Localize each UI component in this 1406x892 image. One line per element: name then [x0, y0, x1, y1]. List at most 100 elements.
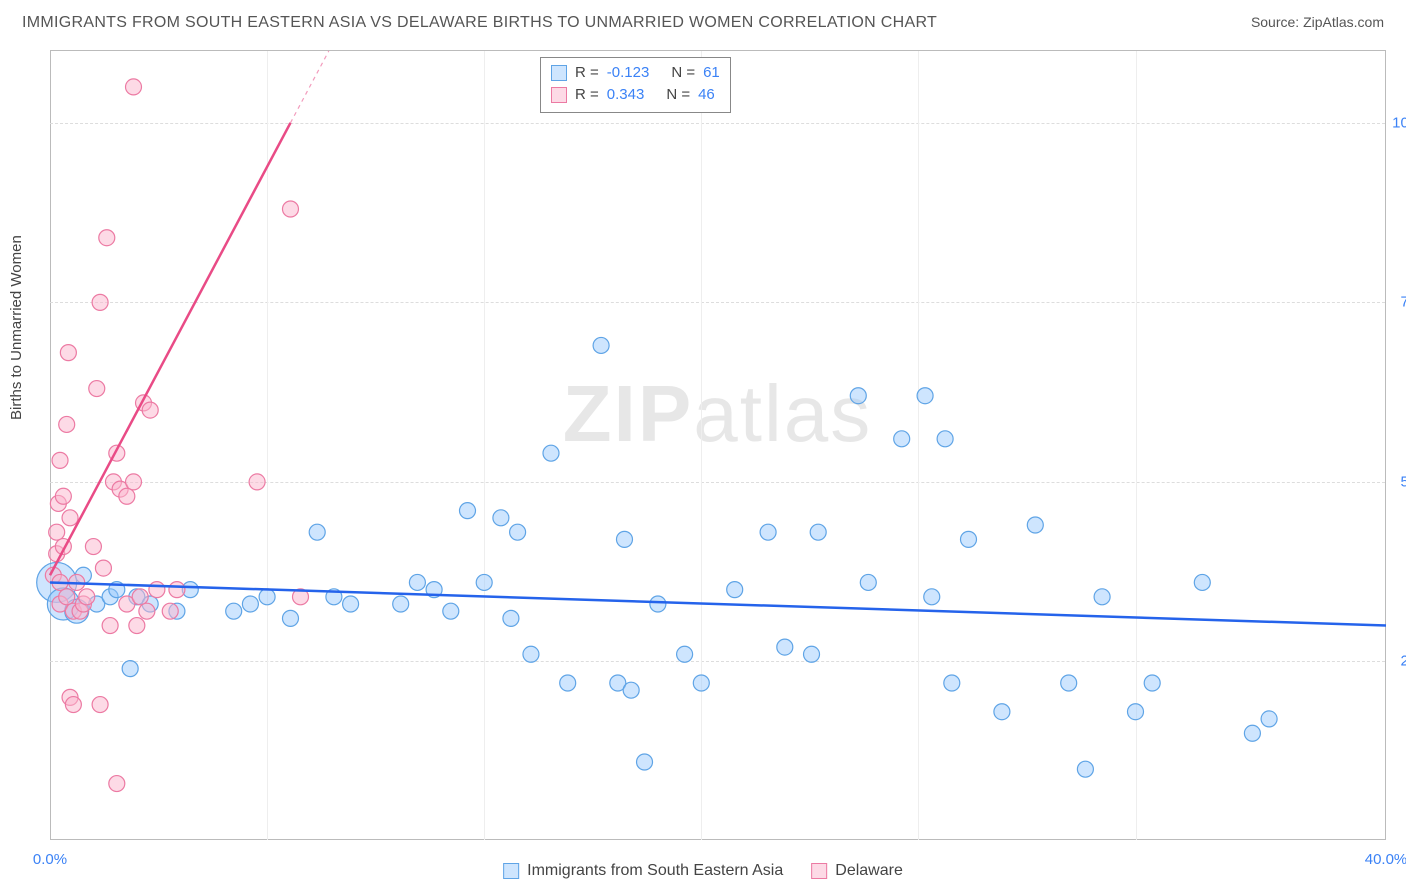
scatter-point: [95, 560, 111, 576]
y-tick-label: 25.0%: [1400, 653, 1406, 670]
scatter-point: [55, 488, 71, 504]
scatter-point: [92, 697, 108, 713]
trend-line: [50, 123, 290, 575]
scatter-point: [961, 531, 977, 547]
scatter-point: [760, 524, 776, 540]
scatter-point: [894, 431, 910, 447]
scatter-point: [727, 582, 743, 598]
y-tick-label: 50.0%: [1400, 473, 1406, 490]
scatter-point: [650, 596, 666, 612]
scatter-point: [226, 603, 242, 619]
scatter-point: [1094, 589, 1110, 605]
scatter-point: [503, 610, 519, 626]
legend-swatch-series-1: [503, 863, 519, 879]
scatter-point: [62, 510, 78, 526]
plot-area: ZIPatlas 25.0%50.0%75.0%100.0%0.0%40.0% …: [50, 50, 1386, 840]
legend-stats-row-2: R = 0.343 N = 46: [551, 84, 720, 106]
scatter-point: [109, 776, 125, 792]
scatter-point: [139, 603, 155, 619]
scatter-point: [693, 675, 709, 691]
scatter-point: [309, 524, 325, 540]
scatter-point: [510, 524, 526, 540]
trend-line-extension: [290, 51, 328, 123]
bottom-legend: Immigrants from South Eastern Asia Delaw…: [503, 862, 903, 880]
scatter-point: [85, 539, 101, 555]
scatter-point: [1061, 675, 1077, 691]
scatter-point: [89, 381, 105, 397]
scatter-point: [1144, 675, 1160, 691]
legend-swatch-series-2: [811, 863, 827, 879]
legend-label-1: Immigrants from South Eastern Asia: [527, 862, 783, 880]
scatter-point: [443, 603, 459, 619]
r-value-2: 0.343: [607, 84, 645, 106]
scatter-point: [282, 610, 298, 626]
scatter-point: [122, 661, 138, 677]
scatter-point: [60, 345, 76, 361]
legend-stats-row-1: R = -0.123 N = 61: [551, 62, 720, 84]
scatter-point: [616, 531, 632, 547]
r-label-2: R =: [575, 84, 599, 106]
y-tick-label: 75.0%: [1400, 294, 1406, 311]
scatter-point: [804, 646, 820, 662]
legend-item-1: Immigrants from South Eastern Asia: [503, 862, 783, 880]
scatter-point: [460, 503, 476, 519]
scatter-point: [476, 574, 492, 590]
scatter-point: [92, 294, 108, 310]
scatter-point: [493, 510, 509, 526]
scatter-point: [142, 402, 158, 418]
scatter-point: [860, 574, 876, 590]
legend-swatch-2: [551, 87, 567, 103]
scatter-point: [102, 618, 118, 634]
scatter-point: [677, 646, 693, 662]
scatter-point: [49, 524, 65, 540]
scatter-point: [1261, 711, 1277, 727]
scatter-point: [543, 445, 559, 461]
scatter-point: [129, 618, 145, 634]
legend-label-2: Delaware: [835, 862, 903, 880]
scatter-point: [523, 646, 539, 662]
scatter-point: [149, 582, 165, 598]
scatter-point: [944, 675, 960, 691]
scatter-point: [59, 416, 75, 432]
x-tick-label: 0.0%: [33, 851, 67, 868]
scatter-point: [126, 474, 142, 490]
r-label-1: R =: [575, 62, 599, 84]
y-tick-label: 100.0%: [1392, 114, 1406, 131]
scatter-point: [132, 589, 148, 605]
legend-item-2: Delaware: [811, 862, 903, 880]
y-axis-label: Births to Unmarried Women: [8, 235, 25, 420]
scatter-point: [637, 754, 653, 770]
scatter-point: [1027, 517, 1043, 533]
scatter-point: [924, 589, 940, 605]
scatter-point: [52, 452, 68, 468]
scatter-point: [162, 603, 178, 619]
scatter-point: [810, 524, 826, 540]
scatter-point: [917, 388, 933, 404]
n-value-2: 46: [698, 84, 715, 106]
scatter-point: [937, 431, 953, 447]
source-attribution: Source: ZipAtlas.com: [1251, 14, 1384, 30]
x-tick-label: 40.0%: [1365, 851, 1406, 868]
scatter-point: [99, 230, 115, 246]
scatter-point: [79, 589, 95, 605]
scatter-point: [560, 675, 576, 691]
scatter-point: [1128, 704, 1144, 720]
n-label-1: N =: [671, 62, 695, 84]
scatter-point: [59, 589, 75, 605]
scatter-point: [393, 596, 409, 612]
chart-svg: [50, 51, 1385, 840]
scatter-point: [119, 488, 135, 504]
legend-swatch-1: [551, 65, 567, 81]
scatter-point: [65, 697, 81, 713]
chart-title: IMMIGRANTS FROM SOUTH EASTERN ASIA VS DE…: [22, 14, 937, 32]
scatter-point: [994, 704, 1010, 720]
scatter-point: [126, 79, 142, 95]
n-label-2: N =: [666, 84, 690, 106]
scatter-point: [282, 201, 298, 217]
scatter-point: [169, 582, 185, 598]
n-value-1: 61: [703, 62, 720, 84]
scatter-point: [1077, 761, 1093, 777]
scatter-point: [242, 596, 258, 612]
scatter-point: [623, 682, 639, 698]
scatter-point: [409, 574, 425, 590]
